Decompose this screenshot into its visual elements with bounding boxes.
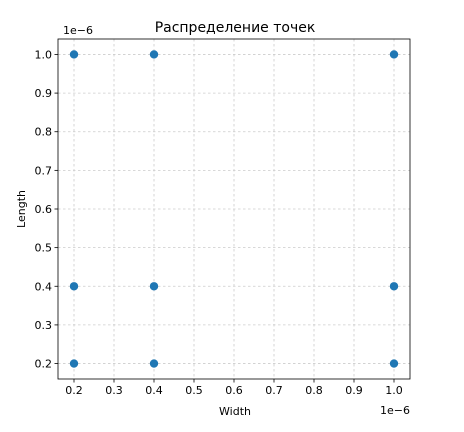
x-tick-label: 0.5	[185, 384, 203, 397]
x-tick-label: 0.6	[225, 384, 243, 397]
data-point	[69, 50, 79, 59]
data-point	[69, 282, 79, 291]
data-point	[69, 359, 79, 368]
x-tick-label: 0.4	[145, 384, 163, 397]
x-tick-label: 0.7	[265, 384, 283, 397]
x-tick-label: 1.0	[385, 384, 403, 397]
y-tick-label: 0.3	[35, 319, 53, 332]
y-tick-label: 0.6	[35, 203, 53, 216]
x-tick-label: 0.9	[345, 384, 363, 397]
y-tick-label: 1.0	[35, 48, 53, 61]
x-axis-ticks: 0.2 0.3 0.4 0.5 0.6 0.7 0.8 0.9 1.0	[65, 379, 403, 397]
y-axis-ticks: 0.2 0.3 0.4 0.5 0.6 0.7 0.8 0.9 1.0	[35, 48, 58, 371]
x-tick-label: 0.2	[65, 384, 83, 397]
y-tick-label: 0.4	[35, 280, 53, 293]
x-offset-text: 1e−6	[380, 404, 410, 417]
data-points	[69, 50, 399, 368]
y-tick-label: 0.2	[35, 358, 53, 371]
x-tick-label: 0.3	[105, 384, 123, 397]
data-point	[389, 50, 399, 59]
data-point	[389, 282, 399, 291]
y-tick-label: 0.5	[35, 242, 53, 255]
y-axis-label: Length	[15, 190, 28, 228]
y-tick-label: 0.7	[35, 164, 53, 177]
x-tick-label: 0.8	[305, 384, 323, 397]
y-offset-text: 1e−6	[63, 24, 93, 37]
data-point	[149, 50, 159, 59]
grid-lines	[58, 39, 410, 379]
data-point	[389, 359, 399, 368]
y-tick-label: 0.8	[35, 126, 53, 139]
y-tick-label: 0.9	[35, 87, 53, 100]
data-point	[149, 359, 159, 368]
chart-title: Распределение точек	[155, 20, 316, 36]
x-axis-label: Width	[219, 405, 251, 418]
data-point	[149, 282, 159, 291]
